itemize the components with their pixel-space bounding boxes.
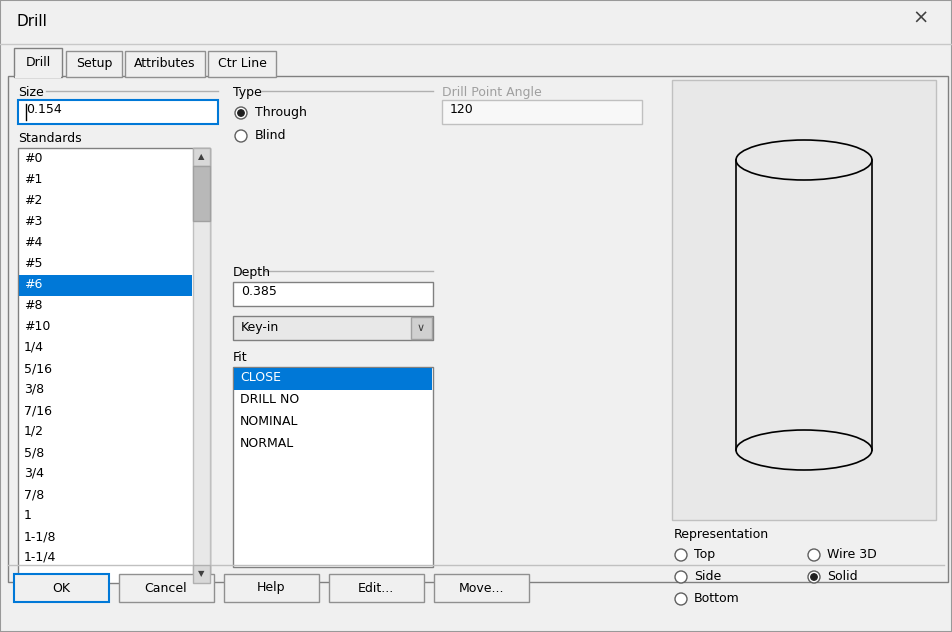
Bar (233, 316, 433, 340)
Text: Ctr Line: Ctr Line (218, 57, 267, 70)
Bar (411, 317, 432, 339)
Text: 0.385: 0.385 (241, 285, 277, 298)
Text: 1-1/8: 1-1/8 (24, 530, 56, 543)
Text: Drill Point Angle: Drill Point Angle (442, 86, 542, 99)
Text: CLOSE: CLOSE (240, 371, 281, 384)
Text: 7/8: 7/8 (24, 488, 44, 501)
Bar (193, 148, 210, 166)
Text: OK: OK (52, 581, 70, 595)
Circle shape (811, 574, 817, 580)
Text: #2: #2 (24, 194, 43, 207)
Text: #8: #8 (24, 299, 43, 312)
Text: ▼: ▼ (198, 569, 205, 578)
Text: Solid: Solid (827, 570, 858, 583)
Text: NORMAL: NORMAL (240, 437, 294, 450)
Bar (8, 76, 948, 582)
Text: 1/4: 1/4 (24, 341, 44, 354)
Text: Bottom: Bottom (694, 592, 740, 605)
Bar (234, 368, 432, 390)
Bar (434, 574, 529, 602)
Text: #6: #6 (24, 278, 43, 291)
Text: Standards: Standards (18, 132, 82, 145)
Bar (15, 76, 61, 78)
Text: 120: 120 (450, 103, 474, 116)
Text: DRILL NO: DRILL NO (240, 393, 299, 406)
Text: #1: #1 (24, 173, 43, 186)
Text: #5: #5 (24, 257, 43, 270)
Text: 1-1/4: 1-1/4 (24, 551, 56, 564)
Text: Key-in: Key-in (241, 321, 279, 334)
Text: Drill: Drill (16, 14, 47, 29)
Text: Representation: Representation (674, 528, 769, 541)
Text: Through: Through (255, 106, 307, 119)
Circle shape (808, 571, 820, 583)
Text: Cancel: Cancel (145, 581, 188, 595)
Bar (193, 166, 210, 221)
Text: Attributes: Attributes (134, 57, 196, 70)
Text: 0.154: 0.154 (26, 103, 62, 116)
Text: Fit: Fit (233, 351, 248, 364)
Circle shape (675, 593, 687, 605)
Bar (208, 51, 276, 77)
Text: Size: Size (18, 86, 44, 99)
Bar (14, 48, 62, 77)
Text: Drill: Drill (26, 56, 50, 69)
Text: Setup: Setup (76, 57, 112, 70)
Text: Wire 3D: Wire 3D (827, 548, 877, 561)
Circle shape (235, 107, 247, 119)
Bar (14, 574, 109, 602)
Bar (672, 80, 936, 520)
Text: #0: #0 (24, 152, 43, 165)
Bar (66, 51, 122, 77)
Bar (442, 100, 642, 124)
Text: #4: #4 (24, 236, 43, 249)
Bar (19, 275, 192, 296)
Bar (193, 148, 210, 583)
Text: 5/16: 5/16 (24, 362, 52, 375)
Text: 3/8: 3/8 (24, 383, 44, 396)
Text: 3/4: 3/4 (24, 467, 44, 480)
Circle shape (238, 110, 245, 116)
Bar (329, 574, 424, 602)
Text: ▲: ▲ (198, 152, 205, 162)
Text: Move...: Move... (458, 581, 504, 595)
Circle shape (675, 549, 687, 561)
Text: ∨: ∨ (417, 323, 425, 333)
Text: Depth: Depth (233, 266, 271, 279)
Text: Type: Type (233, 86, 262, 99)
Bar (119, 574, 214, 602)
Bar (233, 367, 433, 567)
Text: 5/8: 5/8 (24, 446, 44, 459)
Text: 1/2: 1/2 (24, 425, 44, 438)
Bar (233, 282, 433, 306)
Text: Help: Help (257, 581, 286, 595)
Text: 1: 1 (24, 509, 31, 522)
Bar (193, 565, 210, 583)
Circle shape (675, 571, 687, 583)
Text: Side: Side (694, 570, 722, 583)
Text: NOMINAL: NOMINAL (240, 415, 299, 428)
Bar (18, 100, 218, 124)
Text: ×: × (913, 9, 929, 28)
Text: Top: Top (694, 548, 715, 561)
Text: #3: #3 (24, 215, 43, 228)
Circle shape (235, 130, 247, 142)
Bar (224, 574, 319, 602)
Circle shape (808, 549, 820, 561)
Text: #10: #10 (24, 320, 50, 333)
Bar (125, 51, 205, 77)
Text: 7/16: 7/16 (24, 404, 52, 417)
Bar (18, 148, 210, 583)
Text: Blind: Blind (255, 129, 287, 142)
Text: Edit...: Edit... (358, 581, 394, 595)
